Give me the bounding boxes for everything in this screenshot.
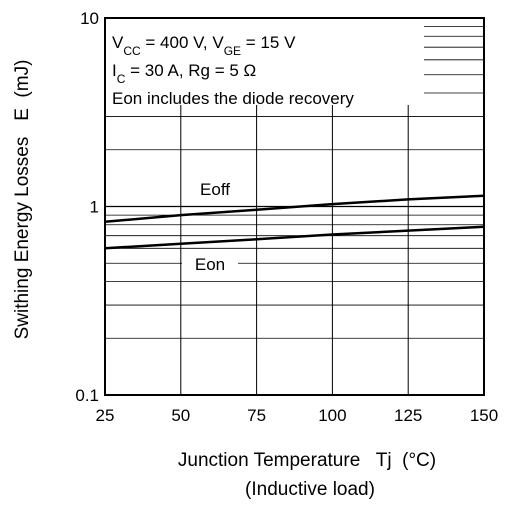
x-axis-subtitle: (Inductive load) bbox=[245, 479, 375, 500]
series-labels: Eoff Eon bbox=[195, 180, 230, 274]
y-tick-labels: 0.1 1 10 bbox=[75, 9, 99, 405]
series-label-eoff: Eoff bbox=[200, 180, 230, 199]
x-tick-label: 100 bbox=[318, 406, 346, 425]
x-tick-label: 25 bbox=[96, 406, 115, 425]
y-tick-label: 1 bbox=[90, 198, 99, 217]
y-axis-title: Swithing Energy Losses E (mJ) bbox=[12, 60, 33, 340]
x-tick-label: 150 bbox=[470, 406, 498, 425]
x-tick-labels: 25 50 75 100 125 150 bbox=[96, 406, 499, 425]
x-tick-label: 50 bbox=[171, 406, 190, 425]
x-tick-label: 125 bbox=[394, 406, 422, 425]
series-lines bbox=[105, 196, 484, 249]
x-axis-title: Junction Temperature Tj (°C) bbox=[178, 450, 436, 471]
annotation-line: Eon includes the diode recovery bbox=[112, 89, 354, 108]
series-line-eon bbox=[105, 227, 484, 249]
series-label-eon: Eon bbox=[195, 255, 225, 274]
x-tick-label: 75 bbox=[247, 406, 266, 425]
series-line-eoff bbox=[105, 196, 484, 222]
y-tick-label: 0.1 bbox=[75, 386, 99, 405]
y-tick-label: 10 bbox=[80, 9, 99, 28]
